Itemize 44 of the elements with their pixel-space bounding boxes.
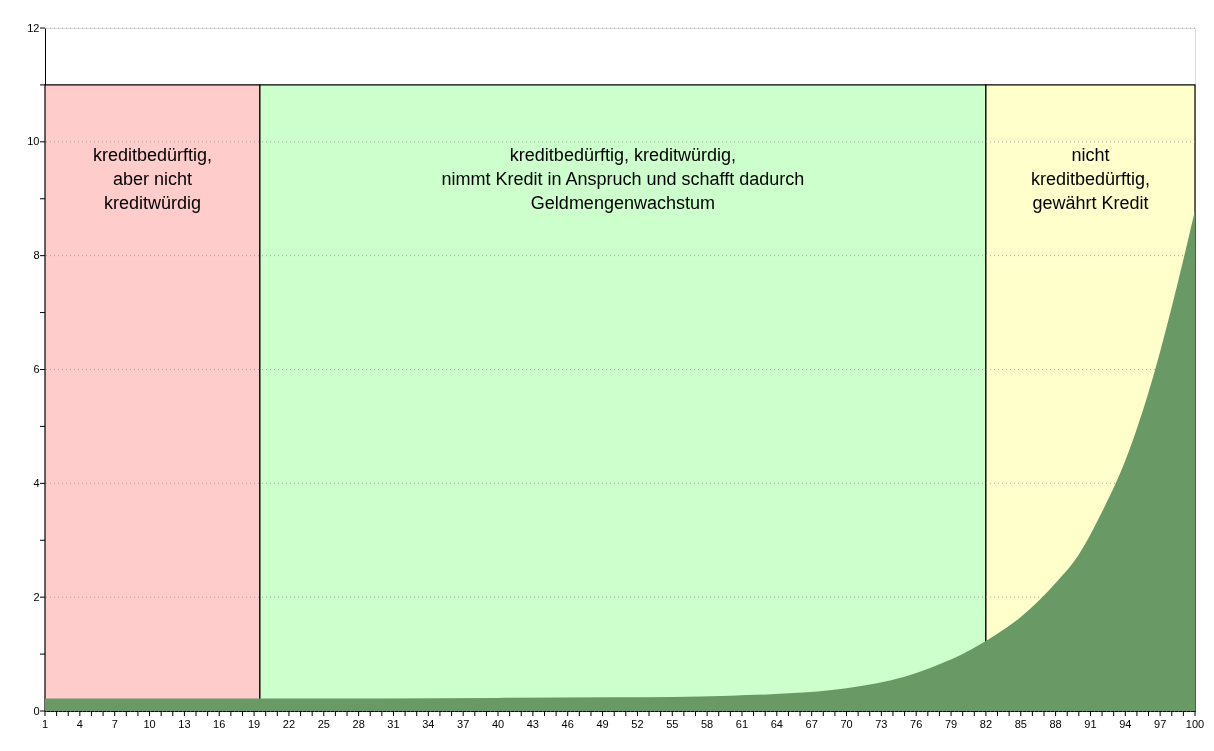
x-tick-label: 73 (875, 718, 888, 730)
annotation: kreditbedürftig, kreditwürdig, nimmt Kredit in Anspruch und schafft dadurch Geldmengenwachstum (441, 144, 805, 213)
annotation: kreditbedürftig, aber nicht kreditwürdig (92, 144, 212, 213)
x-tick-label: 40 (491, 718, 505, 730)
x-tick-label: 10 (143, 718, 156, 730)
x-tick-label: 55 (666, 718, 679, 730)
x-tick-label: 82 (979, 718, 993, 730)
x-tick-label: 7 (111, 718, 118, 730)
x-tick-label: 61 (735, 718, 749, 730)
x-tick-label: 46 (561, 718, 574, 730)
x-tick-label: 58 (701, 718, 714, 730)
x-tick-label: 88 (1049, 718, 1062, 730)
x-tick-label: 76 (910, 718, 923, 730)
annotation: nicht kreditbedürftig, gewährt Kredit (1030, 144, 1150, 213)
x-tick-label: 43 (526, 718, 539, 730)
x-tick-label: 85 (1014, 718, 1027, 730)
x-tick-label: 49 (596, 718, 609, 730)
x-tick-label: 25 (317, 718, 330, 730)
y-tick-label: 4 (33, 476, 40, 489)
x-tick-label: 13 (178, 718, 191, 730)
x-tick-label: 79 (944, 718, 958, 730)
x-tick-label: 22 (282, 718, 296, 730)
x-tick-label: 67 (805, 718, 818, 730)
y-tick-label: 0 (33, 704, 40, 717)
x-tick-label: 94 (1119, 718, 1132, 730)
y-tick-label: 2 (33, 590, 40, 603)
x-tick-label: 97 (1154, 718, 1167, 730)
y-tick-label: 12 (27, 21, 40, 34)
x-tick-label: 34 (422, 718, 435, 730)
x-tick-label: 52 (631, 718, 644, 730)
x-tick-label: 4 (76, 718, 83, 730)
x-tick-label: 28 (352, 718, 365, 730)
x-tick-label: 19 (247, 718, 261, 730)
x-tick-label: 31 (387, 718, 400, 730)
x-tick-label: 1 (41, 718, 49, 730)
x-tick-label: 91 (1084, 718, 1097, 730)
x-tick-label: 70 (840, 718, 853, 730)
x-tick-label: 64 (770, 718, 783, 730)
y-tick-label: 8 (33, 249, 40, 262)
x-tick-label: 37 (457, 718, 470, 730)
x-tick-label: 100 (1185, 718, 1205, 730)
x-tick-label: 16 (213, 718, 226, 730)
y-tick-label: 6 (33, 363, 40, 375)
y-tick-label: 10 (27, 135, 40, 148)
